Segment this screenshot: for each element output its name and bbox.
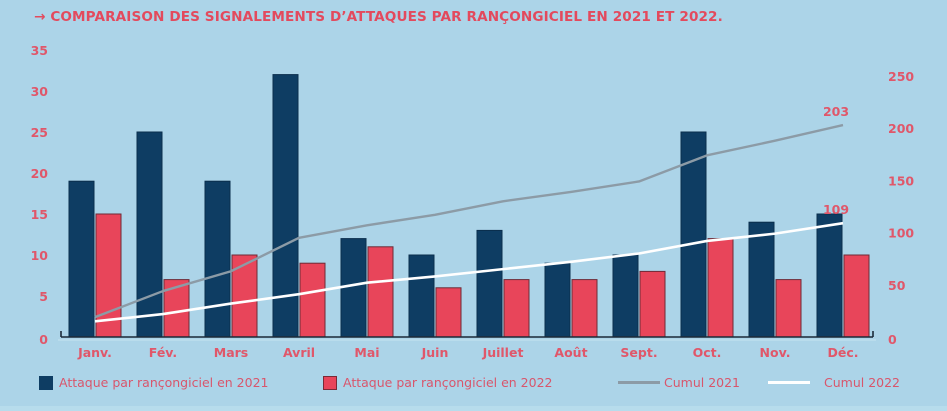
bar-2022 [231, 254, 258, 338]
legend-line-cumul-2022 [768, 381, 810, 384]
left-tick-label: 35 [31, 43, 48, 58]
left-tick-label: 25 [31, 125, 48, 140]
line-cumul-2022 [94, 221, 844, 323]
x-tick-label: Déc. [827, 345, 858, 360]
bar-2021 [680, 131, 707, 338]
x-tick-label: Nov. [760, 345, 791, 360]
x-tick-label: Août [554, 345, 587, 360]
x-axis [58, 331, 876, 341]
legend-label: Attaque par rançongiciel en 2022 [343, 375, 553, 390]
right-axis: 0 50 100 150 200 250 [888, 69, 914, 347]
bar-2021 [816, 213, 843, 338]
left-tick-label: 10 [31, 248, 49, 263]
annotations: 203 109 [823, 104, 849, 217]
legend-item-cumul-2022: Cumul 2022 [768, 375, 900, 390]
bar-2022 [95, 213, 122, 338]
x-tick-label: Janv. [77, 345, 112, 360]
bar-2021 [136, 131, 163, 338]
legend-label: Cumul 2022 [824, 375, 901, 390]
cumulative-lines [94, 123, 844, 323]
left-tick-label: 0 [39, 332, 48, 347]
bar-2022 [775, 279, 802, 338]
x-tick-label: Sept. [620, 345, 657, 360]
bar-2022 [639, 270, 666, 338]
bars [68, 74, 870, 338]
bar-2021 [408, 254, 435, 338]
legend-label: Attaque par rançongiciel en 2021 [59, 375, 269, 390]
legend-swatch-2021 [39, 375, 53, 390]
x-axis-labels: Janv. Fév. Mars Avril Mai Juin Juillet Août Sept… [77, 345, 858, 360]
data-label: 203 [823, 104, 849, 119]
bar-2022 [707, 238, 734, 338]
chart-title: → COMPARAISON DES SIGNALEMENTS D’ATTAQUE… [34, 9, 723, 25]
legend-line-cumul-2021 [618, 381, 660, 384]
x-tick-label: Juin [421, 345, 449, 360]
legend-swatch-2022 [323, 375, 337, 390]
right-tick-label: 0 [888, 332, 897, 347]
left-tick-label: 30 [31, 84, 49, 99]
legend: Attaque par rançongiciel en 2021 Attaque… [0, 375, 947, 395]
left-tick-label: 20 [31, 166, 49, 181]
bar-2021 [748, 221, 775, 338]
x-tick-label: Oct. [693, 345, 722, 360]
bar-2022 [299, 262, 326, 338]
bar-2021 [272, 74, 299, 338]
legend-label: Cumul 2021 [664, 375, 741, 390]
left-tick-label: 5 [39, 289, 48, 304]
line-cumul-2021 [94, 123, 844, 319]
bar-2021 [612, 254, 639, 338]
right-tick-label: 200 [888, 121, 914, 136]
x-tick-label: Fév. [149, 345, 177, 360]
bar-2022 [435, 287, 462, 338]
bar-2022 [571, 279, 598, 338]
legend-item-cumul-2021: Cumul 2021 [618, 375, 740, 390]
right-tick-label: 50 [888, 278, 906, 293]
right-tick-label: 150 [888, 173, 914, 188]
bar-2022 [367, 246, 394, 338]
bar-2021 [340, 238, 367, 338]
bar-2022 [843, 254, 870, 338]
right-tick-label: 100 [888, 226, 914, 241]
right-tick-label: 250 [888, 69, 914, 84]
left-axis: 0 5 10 15 20 25 30 35 [31, 43, 49, 347]
data-label: 109 [823, 202, 849, 217]
left-tick-label: 15 [31, 207, 48, 222]
bar-2021 [204, 180, 231, 338]
x-tick-label: Mai [354, 345, 379, 360]
x-tick-label: Mars [214, 345, 248, 360]
legend-item-2021: Attaque par rançongiciel en 2021 [39, 375, 268, 390]
bottom-strip [0, 406, 947, 411]
bar-2022 [503, 279, 530, 338]
legend-item-2022: Attaque par rançongiciel en 2022 [323, 375, 552, 390]
x-tick-label: Juillet [482, 345, 524, 360]
bar-2021 [476, 229, 503, 338]
x-tick-label: Avril [283, 345, 315, 360]
bar-2021 [68, 180, 95, 338]
bar-2021 [544, 262, 571, 338]
